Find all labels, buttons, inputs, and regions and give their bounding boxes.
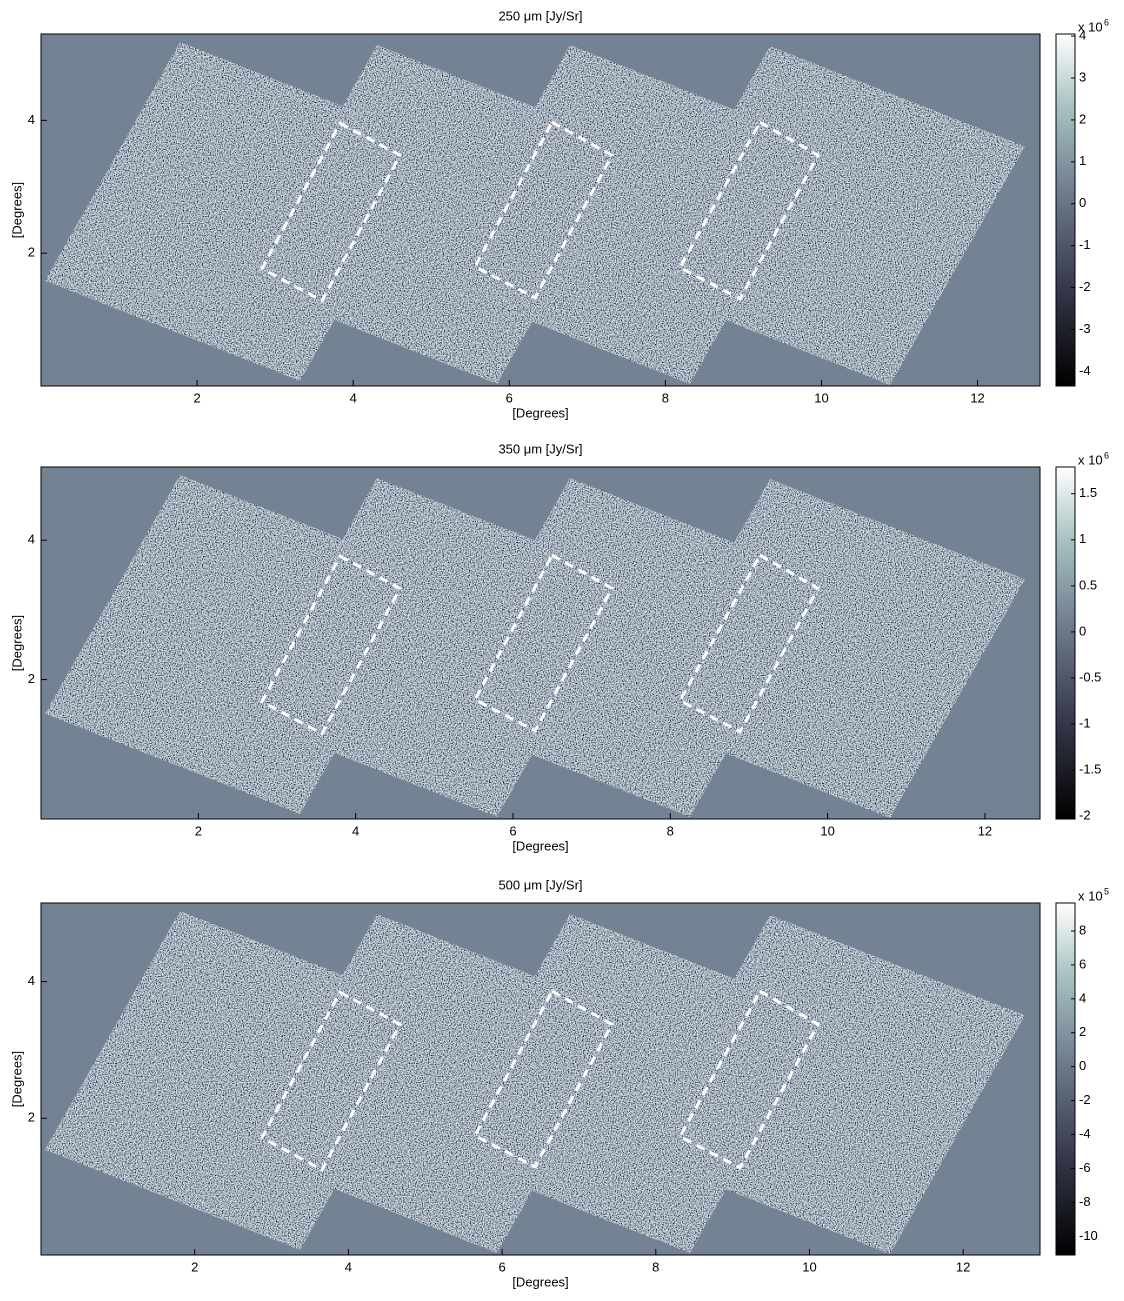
x-tick-label: 8 [662, 390, 669, 405]
colorbar-tick-label: -10 [1079, 1228, 1098, 1243]
colorbar-tick-label: -6 [1079, 1160, 1091, 1175]
colorbar-tick-label: 0.5 [1079, 577, 1097, 592]
colorbar-tick-label: 2 [1079, 1024, 1086, 1039]
colorbar-scale: x 10 [1078, 452, 1103, 467]
colorbar-exponent: 6 [1104, 17, 1109, 27]
colorbar-tick-label: 4 [1079, 990, 1086, 1005]
panel-title: 350 μm [Jy/Sr] [498, 441, 582, 456]
colorbar-tick-label: 6 [1079, 956, 1086, 971]
y-axis-label: [Degrees] [9, 615, 24, 671]
colorbar-tick-label: 1 [1079, 153, 1086, 168]
colorbar-tick-label: -2 [1079, 279, 1091, 294]
colorbar-tick-label: 8 [1079, 922, 1086, 937]
x-tick-label: 4 [352, 823, 359, 838]
x-axis-label: [Degrees] [512, 838, 568, 853]
x-tick-label: 2 [193, 390, 200, 405]
colorbar-tick-label: 2 [1079, 111, 1086, 126]
colorbar-tick-label: -4 [1079, 363, 1091, 378]
x-axis-label: [Degrees] [512, 1274, 568, 1289]
y-axis-label: [Degrees] [9, 1051, 24, 1107]
y-tick-label: 4 [28, 532, 35, 547]
x-tick-label: 6 [498, 1259, 505, 1274]
colorbar-tick-label: -1 [1079, 716, 1091, 731]
panel-title: 500 μm [Jy/Sr] [498, 877, 582, 892]
colorbar-tick-label: -2 [1079, 1092, 1091, 1107]
colorbar-scale: x 10 [1078, 888, 1103, 903]
x-tick-label: 12 [970, 390, 984, 405]
y-tick-label: 2 [28, 671, 35, 686]
x-tick-label: 10 [802, 1259, 816, 1274]
colorbar-tick-label: 0 [1079, 195, 1086, 210]
colorbar-tick-label: 0 [1079, 623, 1086, 638]
colorbar-tick-label: 1.5 [1079, 485, 1097, 500]
colorbar-tick-label: -1.5 [1079, 762, 1101, 777]
x-tick-label: 10 [814, 390, 828, 405]
x-tick-label: 8 [652, 1259, 659, 1274]
x-tick-label: 2 [195, 823, 202, 838]
colorbar-tick-label: -8 [1079, 1194, 1091, 1209]
colorbar-scale: x 10 [1078, 19, 1103, 34]
x-tick-label: 12 [978, 823, 992, 838]
colorbar-tick-label: -1 [1079, 237, 1091, 252]
y-tick-label: 4 [28, 973, 35, 988]
colorbar-tick-label: -3 [1079, 321, 1091, 336]
x-tick-label: 4 [350, 390, 357, 405]
colorbar [1056, 34, 1075, 386]
x-tick-label: 2 [191, 1259, 198, 1274]
colorbar-tick-label: 3 [1079, 69, 1086, 84]
colorbar-tick-label: -0.5 [1079, 669, 1101, 684]
x-tick-label: 6 [509, 823, 516, 838]
y-tick-label: 4 [28, 112, 35, 127]
x-tick-label: 10 [820, 823, 834, 838]
colorbar-tick-label: 0 [1079, 1058, 1086, 1073]
colorbar-exponent: 6 [1104, 450, 1109, 460]
figure: 250 μm [Jy/Sr]2468101224[Degrees][Degree… [0, 0, 1124, 1296]
y-tick-label: 2 [28, 1110, 35, 1125]
colorbar-tick-label: 1 [1079, 531, 1086, 546]
x-tick-label: 12 [956, 1259, 970, 1274]
colorbar-exponent: 5 [1104, 886, 1109, 896]
x-axis-label: [Degrees] [512, 405, 568, 420]
colorbar-tick-label: -2 [1079, 808, 1091, 823]
x-tick-label: 6 [506, 390, 513, 405]
x-tick-label: 4 [345, 1259, 352, 1274]
y-axis-label: [Degrees] [9, 182, 24, 238]
colorbar-tick-label: -4 [1079, 1126, 1091, 1141]
y-tick-label: 2 [28, 245, 35, 260]
x-tick-label: 8 [667, 823, 674, 838]
panel-title: 250 μm [Jy/Sr] [498, 8, 582, 23]
colorbar [1056, 467, 1075, 819]
